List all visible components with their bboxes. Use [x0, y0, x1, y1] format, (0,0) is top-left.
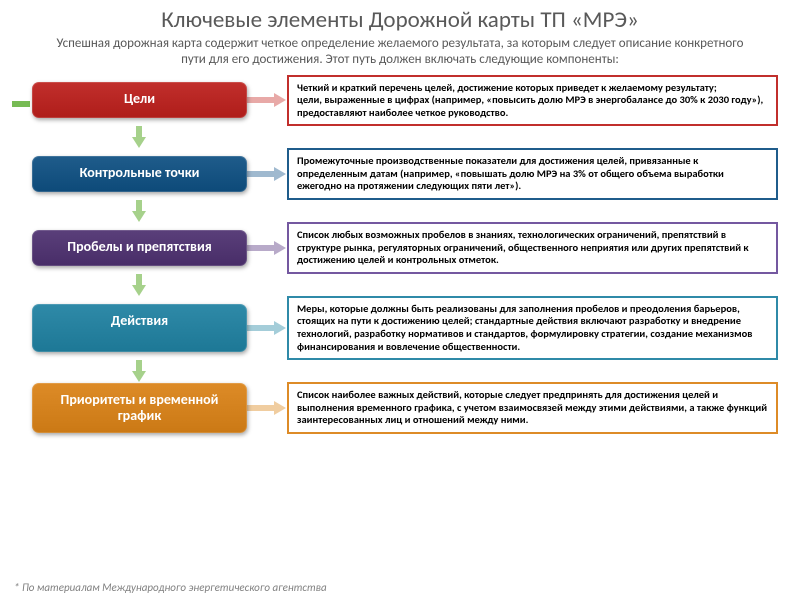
- diagram-rows: Цели Четкий и краткий перечень целей, дос…: [0, 75, 800, 435]
- left-bracket: [12, 101, 30, 107]
- description-box: Меры, которые должны быть реализованы дл…: [287, 296, 778, 360]
- diagram-row: Действия Меры, которые должны быть реализ…: [32, 296, 800, 360]
- description-text: Промежуточные производственные показател…: [297, 154, 724, 192]
- stage-label: Действия: [111, 312, 168, 329]
- footnote: * По материалам Международного энергетич…: [14, 581, 327, 594]
- stage-box: Приоритеты и временной график: [32, 383, 247, 433]
- description-text: Четкий и краткий перечень целей, достиже…: [297, 81, 763, 119]
- arrow-down-icon: [32, 360, 247, 382]
- stage-label: Контрольные точки: [80, 164, 200, 181]
- page-subtitle: Успешная дорожная карта содержит четкое …: [0, 34, 800, 75]
- stage-box: Контрольные точки: [32, 156, 247, 192]
- arrow-right-icon: [247, 321, 287, 335]
- arrow-right-icon: [247, 93, 287, 107]
- arrow-down-icon: [32, 274, 247, 296]
- description-box: Список любых возможных пробелов в знания…: [287, 222, 778, 274]
- diagram-row: Контрольные точки Промежуточные производс…: [32, 148, 800, 200]
- page-title: Ключевые элементы Дорожной карты ТП «МРЭ…: [0, 0, 800, 34]
- stage-box: Цели: [32, 82, 247, 118]
- stage-label: Приоритеты и временной график: [61, 391, 219, 424]
- diagram-row: Цели Четкий и краткий перечень целей, дос…: [32, 75, 800, 127]
- stage-box: Действия: [32, 304, 247, 352]
- description-box: Список наиболее важных действий, которые…: [287, 382, 778, 434]
- arrow-down-icon: [32, 200, 247, 222]
- diagram-row: Пробелы и препятствия Список любых возмож…: [32, 222, 800, 274]
- stage-label: Цели: [124, 90, 155, 107]
- description-text: Список любых возможных пробелов в знания…: [297, 228, 749, 266]
- arrow-down-icon: [32, 126, 247, 148]
- arrow-right-icon: [247, 167, 287, 181]
- stage-label: Пробелы и препятствия: [67, 238, 211, 255]
- stage-box: Пробелы и препятствия: [32, 230, 247, 266]
- description-text: Меры, которые должны быть реализованы дл…: [297, 302, 752, 353]
- arrow-right-icon: [247, 401, 287, 415]
- description-text: Список наиболее важных действий, которые…: [297, 388, 767, 426]
- description-box: Промежуточные производственные показател…: [287, 148, 778, 200]
- arrow-right-icon: [247, 241, 287, 255]
- description-box: Четкий и краткий перечень целей, достиже…: [287, 75, 778, 127]
- diagram-row: Приоритеты и временной график Список наиб…: [32, 382, 800, 434]
